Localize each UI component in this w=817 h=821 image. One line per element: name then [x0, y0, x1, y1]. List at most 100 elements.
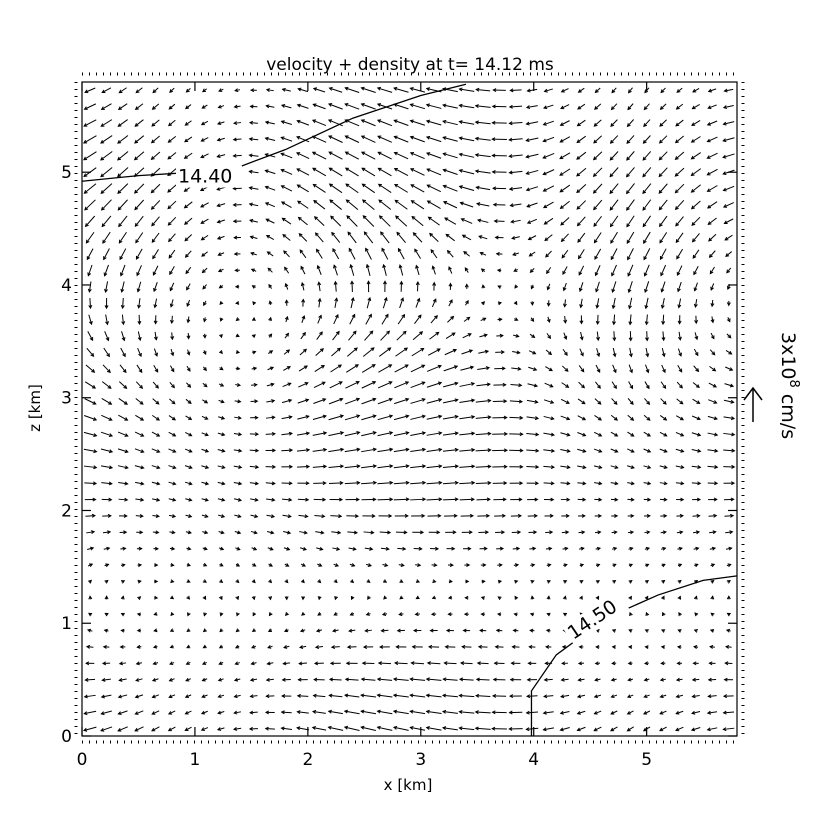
velocity-arrow [302, 316, 305, 323]
velocity-arrow [677, 399, 683, 404]
velocity-arrow [328, 448, 343, 451]
velocity-arrow [135, 184, 144, 193]
velocity-arrow [460, 169, 475, 173]
velocity-arrow [334, 265, 338, 275]
velocity-arrow [152, 200, 160, 209]
velocity-arrow [443, 678, 457, 681]
velocity-arrow [662, 315, 665, 324]
velocity-arrow [203, 662, 207, 665]
velocity-arrow [578, 416, 586, 420]
velocity-arrow [283, 662, 290, 665]
velocity-arrow [427, 432, 442, 436]
velocity-arrow [378, 710, 393, 714]
velocity-arrow [202, 121, 208, 124]
velocity-arrow [138, 332, 141, 341]
velocity-arrow [560, 153, 570, 159]
velocity-arrow [410, 710, 425, 713]
velocity-arrow [234, 482, 241, 485]
velocity-arrow [170, 678, 175, 681]
velocity-arrow [644, 531, 649, 534]
velocity-arrow [314, 498, 325, 501]
velocity-arrow [595, 88, 600, 92]
velocity-arrow [595, 514, 601, 517]
velocity-arrow [727, 301, 730, 305]
velocity-arrow [611, 727, 617, 731]
velocity-arrow [644, 514, 650, 517]
velocity-arrow [234, 727, 241, 730]
velocity-arrow [514, 580, 517, 583]
velocity-arrow [101, 711, 111, 715]
velocity-arrow [460, 498, 474, 501]
velocity-arrow [171, 629, 174, 632]
velocity-arrow [282, 482, 292, 485]
velocity-arrow [530, 629, 534, 632]
velocity-arrow [410, 481, 425, 484]
velocity-arrow [514, 564, 518, 567]
y-tick-label: 0 [61, 727, 72, 747]
velocity-arrow [218, 449, 225, 452]
velocity-arrow [443, 727, 458, 730]
velocity-arrow [510, 187, 522, 190]
velocity-arrow [476, 105, 491, 108]
velocity-arrow [594, 152, 602, 160]
x-tick-label: 0 [77, 750, 88, 770]
velocity-arrow [234, 121, 241, 124]
velocity-arrow [284, 350, 289, 354]
velocity-arrow [645, 382, 649, 389]
velocity-arrow [251, 531, 257, 534]
velocity-arrow [493, 89, 506, 92]
velocity-arrow [315, 662, 324, 665]
velocity-arrow [513, 334, 519, 337]
velocity-arrow [87, 348, 94, 356]
velocity-arrow [266, 432, 275, 435]
velocity-arrow [482, 269, 485, 272]
velocity-arrow [596, 365, 600, 372]
velocity-arrow [692, 711, 700, 714]
velocity-arrow [101, 168, 112, 177]
velocity-arrow [514, 318, 517, 321]
velocity-arrow [251, 236, 258, 239]
velocity-arrow [361, 432, 376, 436]
velocity-arrow [302, 612, 305, 615]
velocity-arrow [267, 662, 273, 665]
velocity-arrow [397, 331, 406, 340]
velocity-arrow [350, 563, 355, 566]
velocity-arrow [269, 612, 272, 615]
velocity-arrow [185, 466, 192, 469]
velocity-arrow [443, 465, 458, 468]
velocity-arrow [317, 563, 321, 566]
velocity-arrow [629, 662, 633, 665]
velocity-arrow [492, 465, 506, 468]
velocity-arrow [643, 151, 651, 159]
velocity-arrow [411, 382, 425, 388]
velocity-arrow [644, 449, 651, 452]
velocity-arrow [629, 597, 632, 600]
velocity-arrow [187, 366, 190, 371]
y-tick-label: 4 [61, 276, 72, 296]
velocity-arrow [394, 498, 409, 501]
velocity-arrow [250, 482, 258, 485]
velocity-arrow [185, 137, 192, 142]
velocity-arrow [362, 168, 375, 176]
velocity-arrow [562, 366, 568, 371]
velocity-arrow [101, 482, 112, 485]
velocity-arrow [399, 613, 403, 616]
velocity-arrow [301, 629, 305, 632]
velocity-arrow [186, 596, 189, 599]
velocity-arrow [465, 580, 468, 583]
velocity-arrow [725, 235, 732, 240]
velocity-arrow [350, 579, 353, 582]
velocity-arrow [234, 433, 241, 436]
velocity-arrow [171, 645, 174, 648]
velocity-arrow [329, 710, 343, 713]
velocity-arrow [285, 596, 288, 599]
velocity-arrow [676, 514, 682, 517]
velocity-arrow [84, 136, 97, 143]
velocity-arrow [562, 250, 568, 258]
velocity-arrow [268, 367, 274, 370]
velocity-arrow [378, 678, 392, 681]
velocity-arrow [478, 219, 488, 222]
velocity-arrow [509, 416, 522, 419]
velocity-arrow [645, 547, 649, 550]
velocity-arrow [676, 727, 683, 730]
